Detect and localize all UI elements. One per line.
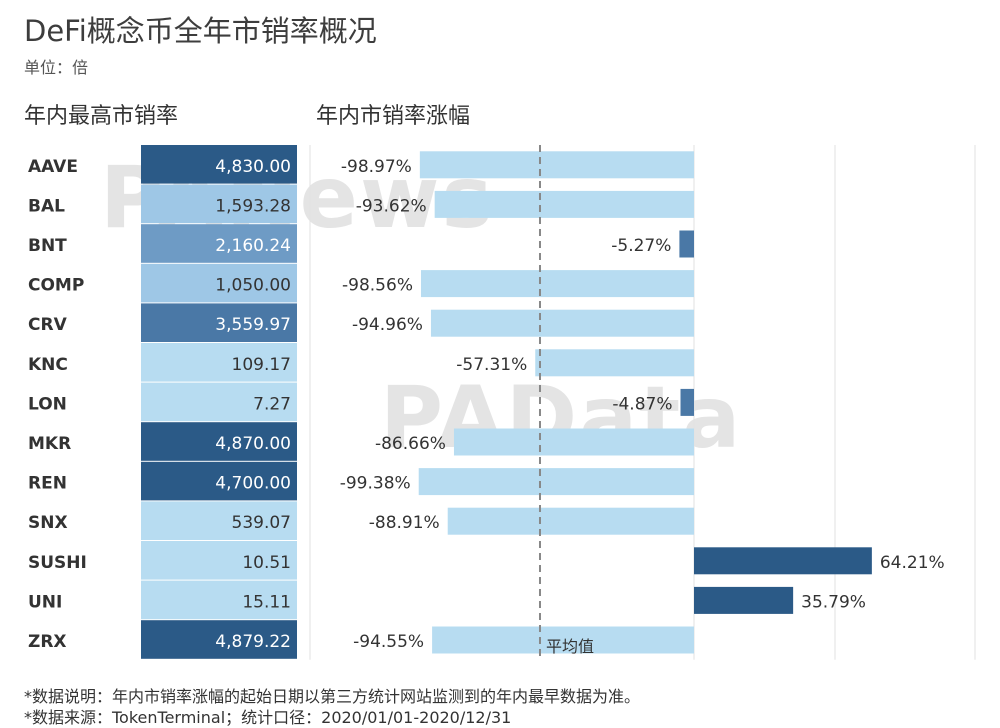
ps-cell bbox=[141, 580, 297, 620]
ps-value-label: 4,879.22 bbox=[215, 632, 291, 652]
left-section-title: 年内最高市销率 bbox=[24, 104, 179, 129]
change-value-label: -88.91% bbox=[369, 513, 440, 533]
ps-value-label: 4,870.00 bbox=[215, 434, 291, 454]
ps-cell bbox=[141, 501, 297, 540]
change-value-label: -94.55% bbox=[353, 632, 424, 652]
unit-label: 单位：倍 bbox=[24, 58, 89, 77]
category-label: SUSHI bbox=[28, 553, 87, 573]
change-bar bbox=[694, 547, 872, 575]
change-bar bbox=[679, 230, 694, 258]
change-value-label: -94.96% bbox=[352, 315, 423, 335]
category-label: SNX bbox=[28, 513, 68, 533]
change-bar bbox=[419, 151, 694, 179]
category-label: REN bbox=[28, 474, 67, 494]
change-bar bbox=[453, 428, 694, 456]
ps-cell bbox=[141, 422, 297, 461]
footnote-note: *数据说明：年内市销率涨幅的起始日期以第三方统计网站监测到的年内最早数据为准。 bbox=[24, 687, 641, 706]
ps-value-label: 3,559.97 bbox=[215, 315, 291, 335]
ps-cell bbox=[141, 224, 297, 263]
change-bar bbox=[430, 309, 694, 337]
ps-cell bbox=[141, 343, 297, 382]
category-label: BAL bbox=[28, 196, 65, 216]
ps-value-label: 10.51 bbox=[242, 553, 291, 573]
change-value-label: -98.97% bbox=[341, 157, 412, 177]
change-value-label: -4.87% bbox=[612, 394, 672, 414]
ps-value-label: 1,050.00 bbox=[215, 276, 291, 296]
ps-value-label: 1,593.28 bbox=[215, 196, 291, 216]
change-value-label: -99.38% bbox=[340, 474, 411, 494]
right-section-title: 年内市销率涨幅 bbox=[316, 104, 471, 129]
ps-value-label: 2,160.24 bbox=[215, 236, 291, 256]
change-value-label: -57.31% bbox=[456, 355, 527, 375]
change-value-label: -86.66% bbox=[375, 434, 446, 454]
change-value-label: -5.27% bbox=[611, 236, 671, 256]
category-label: KNC bbox=[28, 355, 68, 375]
change-value-label: -98.56% bbox=[342, 276, 413, 296]
change-bar bbox=[418, 468, 694, 496]
ps-cell bbox=[141, 184, 297, 224]
category-label: COMP bbox=[28, 276, 84, 296]
change-bar bbox=[434, 190, 694, 218]
ps-cell bbox=[141, 145, 297, 184]
category-label: MKR bbox=[28, 434, 71, 454]
change-bar bbox=[447, 507, 694, 535]
ps-cell bbox=[141, 382, 297, 422]
change-value-label: -93.62% bbox=[356, 196, 427, 216]
ps-cell bbox=[141, 541, 297, 580]
average-label: 平均值 bbox=[546, 637, 594, 656]
change-bar bbox=[535, 349, 694, 377]
ps-value-label: 15.11 bbox=[242, 592, 291, 612]
ps-value-label: 539.07 bbox=[232, 513, 291, 533]
change-bar bbox=[420, 270, 694, 298]
change-value-label: 64.21% bbox=[880, 553, 945, 573]
category-label: ZRX bbox=[28, 632, 67, 652]
category-label: BNT bbox=[28, 236, 67, 256]
change-bar bbox=[680, 388, 694, 416]
category-label: LON bbox=[28, 394, 67, 414]
ps-cell bbox=[141, 303, 297, 342]
ps-value-label: 4,700.00 bbox=[215, 474, 291, 494]
change-value-label: 35.79% bbox=[801, 592, 866, 612]
ps-value-label: 109.17 bbox=[232, 355, 291, 375]
change-bar bbox=[694, 586, 794, 614]
ps-value-label: 7.27 bbox=[253, 394, 291, 414]
ps-cell bbox=[141, 620, 297, 659]
ps-cell bbox=[141, 461, 297, 501]
category-label: AAVE bbox=[28, 157, 78, 177]
category-label: CRV bbox=[28, 315, 68, 335]
change-bar bbox=[432, 626, 694, 654]
chart-title: DeFi概念币全年市销率概况 bbox=[24, 14, 377, 48]
ps-cell bbox=[141, 263, 297, 303]
ps-value-label: 4,830.00 bbox=[215, 157, 291, 177]
category-label: UNI bbox=[28, 592, 62, 612]
